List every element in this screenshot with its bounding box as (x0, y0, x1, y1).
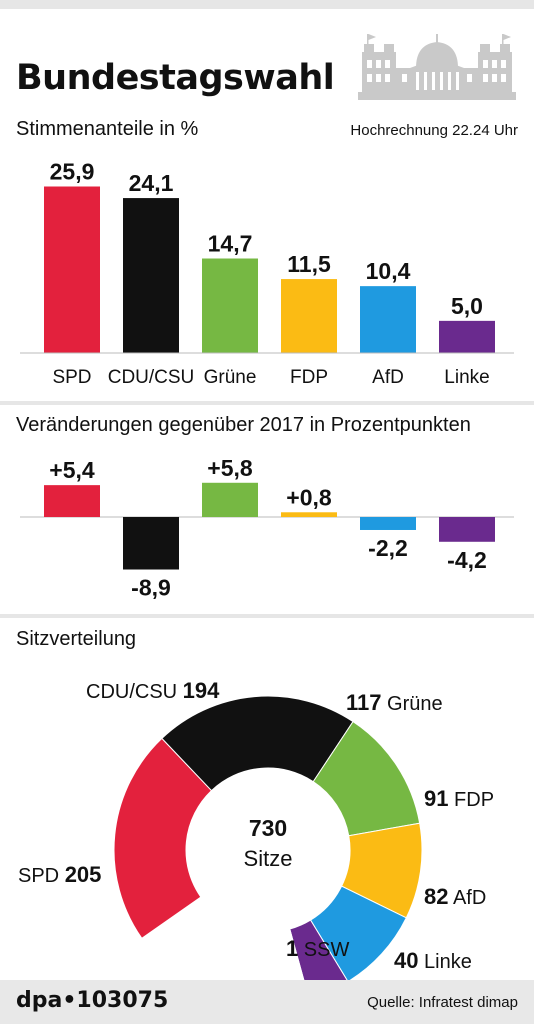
seat-party-name: SSW (298, 939, 349, 961)
bar-value-label: 5,0 (451, 293, 483, 319)
change-value-label: -8,9 (131, 575, 171, 601)
category-label: FDP (290, 367, 328, 388)
seat-count: 117 (346, 690, 382, 715)
seat-party-name: SPD (18, 865, 65, 887)
bar-AfD (360, 286, 416, 353)
category-label: Linke (444, 367, 489, 388)
seats-section-title: Sitzverteilung (16, 628, 137, 650)
seat-label: 117 Grüne (346, 690, 443, 715)
footer: dpa•103075 Quelle: Infratest dimap (0, 980, 534, 1024)
seat-count: 194 (183, 678, 220, 703)
seat-label: 1 SSW (286, 936, 349, 961)
bar-value-label: 11,5 (287, 251, 331, 277)
bar-CDU/CSU (123, 198, 179, 353)
seat-party-name: Linke (418, 951, 471, 973)
top-band (0, 0, 534, 9)
change-bar-CDU/CSU (123, 517, 179, 570)
change-bar-AfD (360, 517, 416, 530)
category-label: Grüne (204, 367, 257, 388)
section-divider (0, 401, 534, 405)
change-bar-Grüne (202, 482, 258, 517)
change-value-label: -4,2 (447, 547, 487, 573)
bar-value-label: 25,9 (50, 159, 95, 185)
seat-label: 91 FDP (424, 786, 494, 811)
page-title: Bundestagswahl (16, 58, 335, 98)
bar-SPD (44, 186, 100, 353)
seat-segment-SPD (113, 737, 213, 940)
bar-FDP (281, 279, 337, 353)
bar-value-label: 10,4 (366, 258, 411, 284)
change-value-label: +0,8 (286, 484, 332, 510)
seat-segment-AfD (309, 885, 407, 980)
seat-count: 205 (65, 862, 102, 887)
seat-count: 1 (286, 936, 298, 961)
change-value-label: +5,8 (207, 455, 253, 481)
reichstag-building-icon (358, 34, 516, 100)
seat-total-label: Sitze (244, 846, 293, 871)
seat-distribution-chart: 730 Sitze SPD 205 CDU/CSU 194 117 Grüne 91 FD… (18, 678, 494, 980)
projection-note: Hochrechnung 22.24 Uhr (350, 122, 518, 139)
seat-count: 40 (394, 948, 418, 973)
change-bar-SPD (44, 485, 100, 517)
change-section-title: Veränderungen gegenüber 2017 in Prozentp… (16, 414, 471, 436)
seat-total: 730 (249, 815, 287, 841)
category-label: SPD (52, 367, 91, 388)
change-chart: +5,4 -8,9 +5,8 +0,8 -2,2 -4,2 (20, 455, 514, 601)
section-divider (0, 614, 534, 618)
agency-logo: dpa•103075 (16, 988, 169, 1013)
seat-party-name: FDP (448, 789, 494, 811)
seat-party-name: CDU/CSU (86, 681, 183, 703)
bar-value-label: 24,1 (129, 170, 174, 196)
seat-count: 91 (424, 786, 448, 811)
source-note: Quelle: Infratest dimap (367, 994, 518, 1011)
change-bar-FDP (281, 512, 337, 517)
seat-party-name: Grüne (382, 693, 443, 715)
change-bar-Linke (439, 517, 495, 542)
seat-label: 82 AfD (424, 884, 486, 909)
seat-party-name: AfD (448, 887, 486, 909)
seat-segment-SSW (288, 928, 305, 980)
vote-share-chart: 25,9 SPD 24,1 CDU/CSU 14,7 Grüne 11,5 FDP 10,4 Af… (20, 159, 514, 388)
category-label: CDU/CSU (108, 367, 195, 388)
seat-label: 40 Linke (394, 948, 472, 973)
chart-subtitle: Stimmenanteile in % (16, 118, 199, 140)
change-value-label: +5,4 (49, 457, 95, 483)
bar-Linke (439, 320, 495, 353)
seat-count: 82 (424, 884, 448, 909)
seat-label: CDU/CSU 194 (86, 678, 220, 703)
category-label: AfD (372, 367, 404, 388)
seat-segment-CDU/CSU (161, 695, 354, 792)
bar-value-label: 14,7 (208, 231, 253, 257)
change-value-label: -2,2 (368, 535, 408, 561)
bar-Grüne (202, 258, 258, 353)
seat-label: SPD 205 (18, 862, 101, 887)
